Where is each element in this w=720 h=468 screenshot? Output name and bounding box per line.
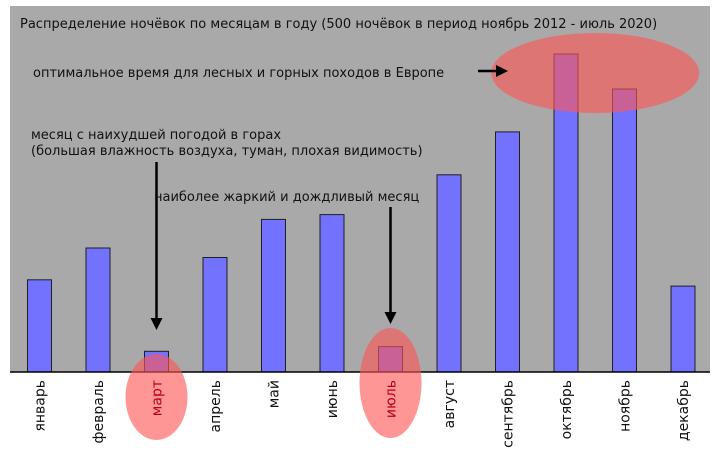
x-tick-label-март: март (150, 380, 166, 416)
x-tick-label-ноябрь: ноябрь (618, 380, 634, 432)
x-tick-label-февраль: февраль (91, 380, 107, 444)
arrow-to-oct-nov (478, 65, 508, 77)
x-tick-label-август: август (442, 380, 458, 428)
annotation-worst-weather-line2: (большая влажность воздуха, туман, плоха… (31, 144, 423, 159)
x-tick-label-сентябрь: сентябрь (501, 380, 517, 448)
x-tick-label-июль: июль (384, 380, 400, 418)
x-tick-label-апрель: апрель (208, 380, 224, 432)
annotation-best-season: оптимальное время для лесных и горных по… (33, 66, 444, 81)
annotation-hottest-month: наиболее жаркий и дождливый месяц (154, 190, 419, 205)
bar-август (436, 174, 462, 373)
bar-декабрь (670, 285, 696, 373)
bar-ноябрь (612, 88, 637, 373)
bar-май (261, 218, 286, 373)
x-tick-label-май: май (267, 380, 283, 408)
bar-февраль (85, 247, 111, 373)
bar-январь (27, 279, 52, 373)
chart-title: Распределение ночёвок по месяцам в году … (20, 17, 657, 32)
highlight-july (359, 328, 422, 438)
x-tick-label-декабрь: декабрь (676, 380, 692, 441)
x-tick-label-июнь: июнь (325, 380, 341, 418)
arrow-to-july (384, 207, 397, 324)
bar-апрель (202, 257, 228, 373)
arrow-to-march (150, 162, 163, 330)
bar-сентябрь (495, 131, 520, 373)
annotation-worst-weather-line1: месяц с наихудшей погодой в горах (31, 128, 281, 143)
highlight-march (125, 354, 188, 440)
bar-июнь (319, 214, 345, 373)
x-tick-label-январь: январь (33, 380, 49, 432)
x-tick-label-октябрь: октябрь (559, 380, 575, 439)
highlight-oct-nov (491, 33, 700, 113)
